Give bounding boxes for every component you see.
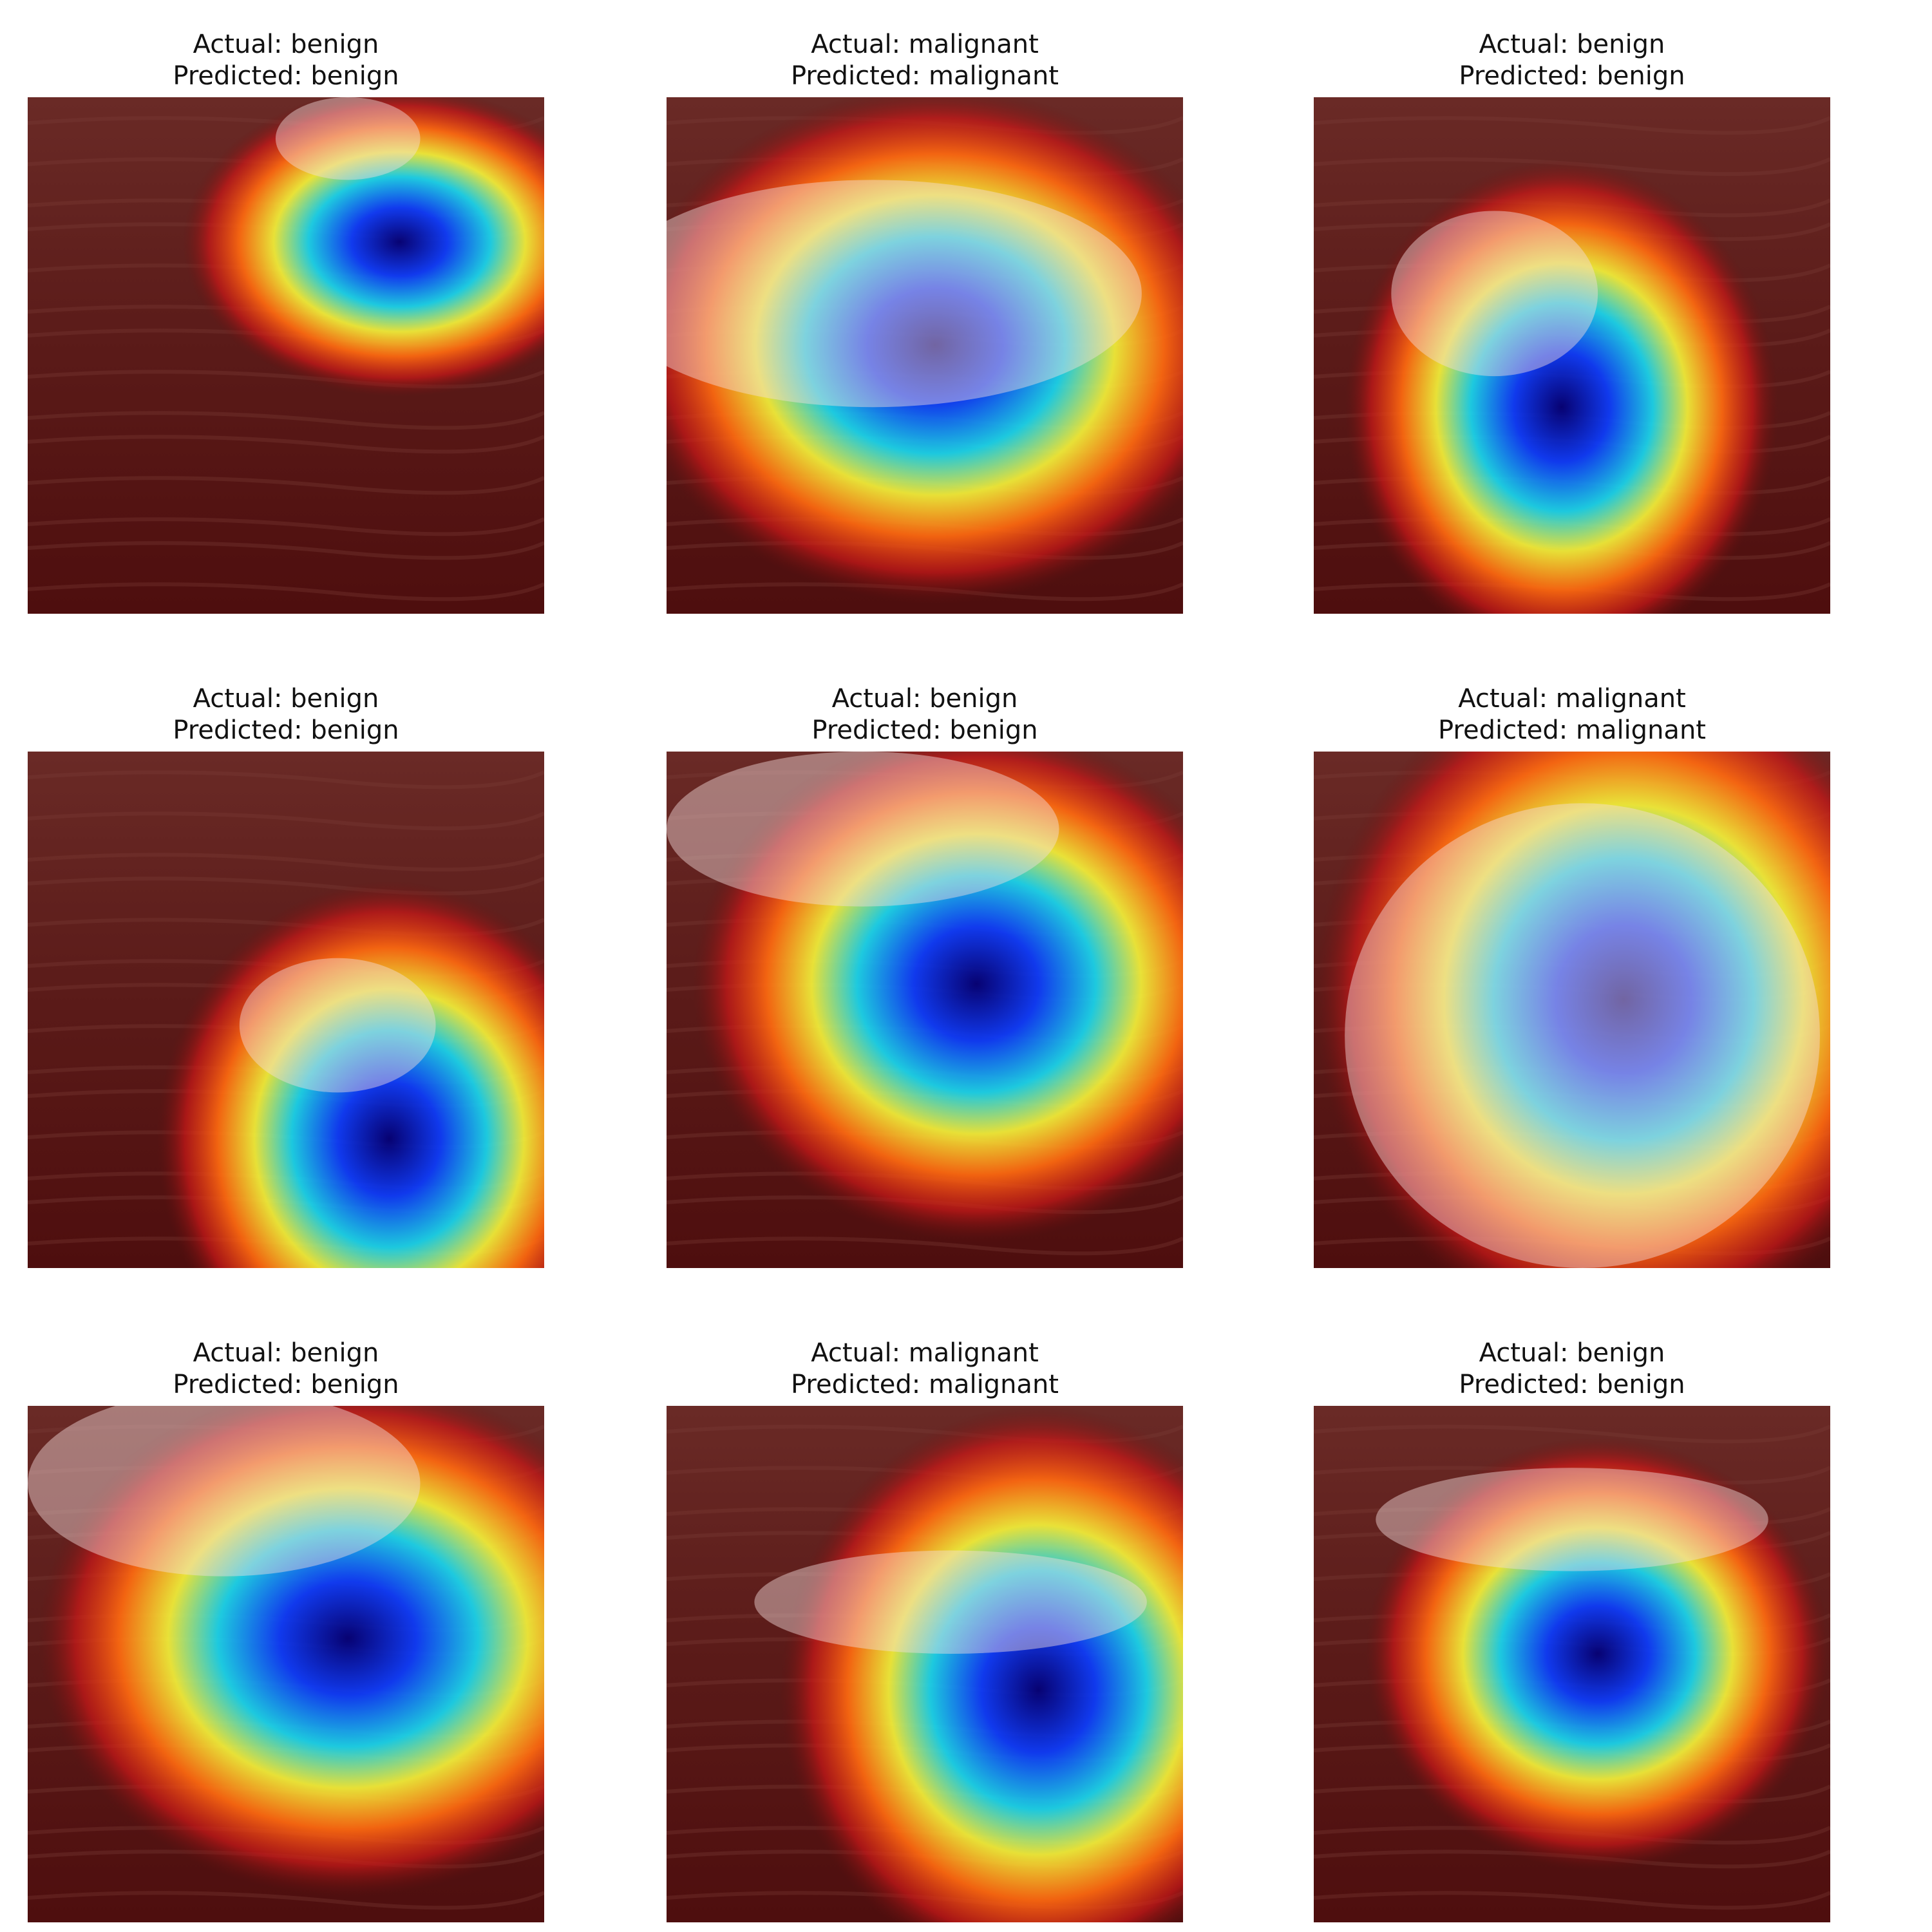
tissue-streak xyxy=(28,517,544,536)
lesion xyxy=(1391,211,1598,377)
tissue-streak xyxy=(1314,1891,1830,1910)
tissue-streak xyxy=(28,876,544,896)
activation xyxy=(692,752,1183,1242)
activation xyxy=(1365,1437,1830,1871)
heatmap-image xyxy=(28,1406,544,1922)
predicted-label: Predicted: benign xyxy=(811,715,1037,745)
tissue-streak xyxy=(28,1891,544,1910)
tissue-streak xyxy=(28,811,544,831)
tissue-streak xyxy=(667,1236,1183,1256)
lesion xyxy=(239,958,436,1093)
lesion xyxy=(754,1550,1147,1654)
predicted-label: Predicted: benign xyxy=(1459,1370,1685,1399)
predicted-label: Predicted: benign xyxy=(1459,61,1685,91)
tissue-streak xyxy=(28,435,544,454)
heatmap-image xyxy=(1314,1406,1830,1922)
tissue-streak xyxy=(1314,1425,1830,1444)
actual-label: Actual: malignant xyxy=(811,30,1039,59)
heatmap-image xyxy=(667,97,1183,614)
tissue-streak xyxy=(28,853,544,872)
heatmap-image xyxy=(1314,97,1830,614)
predicted-label: Predicted: benign xyxy=(173,715,399,745)
tissue-streak xyxy=(28,770,544,790)
tissue-streak xyxy=(28,541,544,560)
predicted-label: Predicted: malignant xyxy=(1438,715,1706,745)
tissue-streak xyxy=(28,476,544,495)
activation xyxy=(156,880,544,1268)
predicted-label: Predicted: malignant xyxy=(791,1370,1059,1399)
heatmap-image xyxy=(28,752,544,1268)
lesion xyxy=(28,1406,421,1577)
tissue-streak xyxy=(28,582,544,601)
predicted-label: Predicted: benign xyxy=(173,1370,399,1399)
activation xyxy=(38,1406,544,1897)
heatmap-image xyxy=(667,1406,1183,1922)
activation xyxy=(182,97,544,397)
lesion xyxy=(667,180,1142,408)
predicted-label: Predicted: benign xyxy=(173,61,399,91)
tissue-streak xyxy=(1314,116,1830,135)
predicted-label: Predicted: malignant xyxy=(791,61,1059,91)
actual-label: Actual: benign xyxy=(1479,1338,1665,1368)
activation xyxy=(1314,752,1830,1268)
lesion xyxy=(1345,803,1820,1268)
actual-label: Actual: benign xyxy=(193,684,379,714)
activation xyxy=(667,97,1183,603)
actual-label: Actual: malignant xyxy=(1458,684,1686,714)
activation xyxy=(1345,159,1779,614)
lesion xyxy=(1376,1468,1768,1571)
heatmap-image xyxy=(667,752,1183,1268)
actual-label: Actual: benign xyxy=(832,684,1018,714)
activation xyxy=(780,1406,1183,1922)
heatmap-image xyxy=(1314,752,1830,1268)
actual-label: Actual: benign xyxy=(193,30,379,59)
lesion xyxy=(275,97,421,180)
tissue-streak xyxy=(28,411,544,430)
heatmap-image xyxy=(28,97,544,614)
actual-label: Actual: malignant xyxy=(811,1338,1039,1368)
lesion xyxy=(667,752,1059,907)
actual-label: Actual: benign xyxy=(1479,30,1665,59)
actual-label: Actual: benign xyxy=(193,1338,379,1368)
